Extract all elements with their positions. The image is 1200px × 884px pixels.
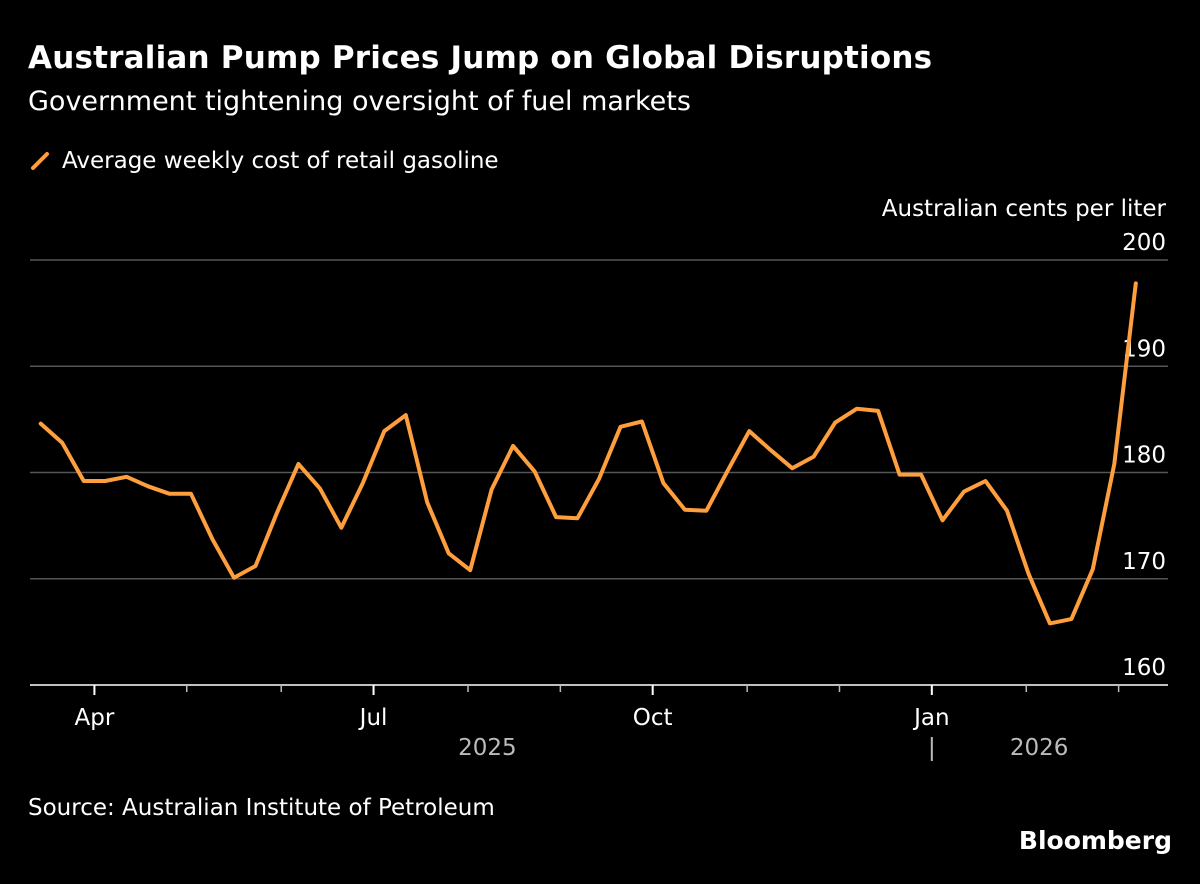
legend-label: Average weekly cost of retail gasoline (62, 148, 499, 174)
source-note: Source: Australian Institute of Petroleu… (28, 795, 495, 821)
y-tick-label-160: 160 (1122, 655, 1166, 681)
year-label-2026: 2026 (1010, 735, 1069, 761)
year-label-2025: 2025 (458, 735, 517, 761)
legend: Average weekly cost of retail gasoline (30, 146, 499, 176)
y-tick-label-180: 180 (1122, 443, 1166, 469)
x-tick-label-oct: Oct (633, 705, 673, 731)
x-tick-label-apr: Apr (75, 705, 115, 731)
x-axis (30, 684, 1168, 761)
legend-line-icon (31, 152, 49, 170)
grid-lines (30, 259, 1168, 580)
y-axis-label: Australian cents per liter (882, 196, 1167, 222)
y-tick-label-170: 170 (1122, 549, 1166, 575)
series-layer (38, 281, 1138, 626)
brand-logo: Bloomberg (1018, 826, 1172, 855)
series-line-0 (38, 281, 1138, 626)
chart-subtitle: Government tightening oversight of fuel … (28, 86, 691, 117)
chart-title: Australian Pump Prices Jump on Global Di… (28, 40, 933, 76)
x-tick-label-jul: Jul (358, 705, 388, 731)
x-tick-label-jan: Jan (912, 705, 949, 731)
y-tick-label-200: 200 (1122, 230, 1166, 256)
